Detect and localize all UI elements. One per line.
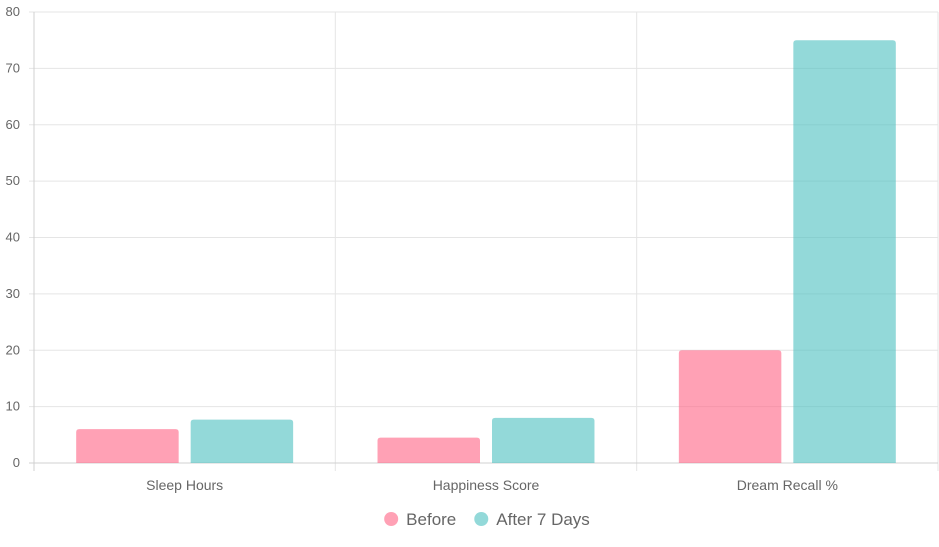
y-tick-label: 70 bbox=[6, 60, 20, 75]
y-tick-label: 30 bbox=[6, 286, 20, 301]
y-tick-label: 60 bbox=[6, 117, 20, 132]
x-tick-label: Dream Recall % bbox=[737, 477, 838, 493]
y-tick-label: 40 bbox=[6, 230, 20, 245]
y-tick-label: 50 bbox=[6, 173, 20, 188]
legend-item-before[interactable]: Before bbox=[384, 510, 456, 529]
legend-item-after[interactable]: After 7 Days bbox=[474, 510, 590, 529]
y-tick-label: 80 bbox=[6, 4, 20, 19]
legend-label: After 7 Days bbox=[496, 510, 590, 529]
legend-marker bbox=[384, 512, 399, 526]
y-tick-label: 10 bbox=[6, 399, 20, 414]
bar-after-0[interactable] bbox=[190, 419, 294, 463]
bar-after-2[interactable] bbox=[793, 40, 896, 463]
bars bbox=[76, 40, 896, 463]
y-tick-label: 0 bbox=[13, 455, 20, 470]
legend[interactable]: Before After 7 Days bbox=[384, 510, 590, 529]
legend-label: Before bbox=[406, 510, 456, 529]
x-tick-label: Happiness Score bbox=[433, 477, 540, 493]
y-tick-label: 20 bbox=[6, 342, 20, 357]
x-tick-labels: Sleep Hours Happiness Score Dream Recall % bbox=[146, 477, 838, 493]
axes bbox=[29, 12, 938, 471]
bar-before-0[interactable] bbox=[76, 429, 179, 463]
bar-before-1[interactable] bbox=[377, 437, 480, 463]
bar-after-1[interactable] bbox=[492, 417, 595, 463]
y-tick-labels: 0 10 20 30 40 50 60 70 80 bbox=[6, 4, 20, 470]
legend-marker bbox=[474, 512, 489, 526]
x-tick-label: Sleep Hours bbox=[146, 477, 223, 493]
bar-before-2[interactable] bbox=[678, 350, 782, 463]
grid-lines bbox=[29, 11, 939, 471]
